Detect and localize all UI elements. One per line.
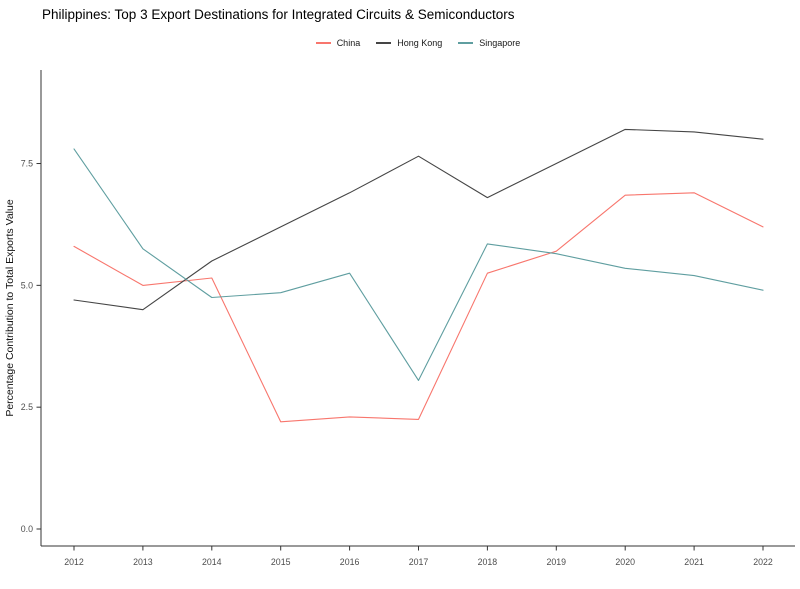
legend-key-line (315, 42, 331, 44)
x-tick-label: 2021 (684, 557, 704, 567)
x-tick-label: 2017 (409, 557, 429, 567)
x-tick-label: 2022 (753, 557, 773, 567)
y-tick-label: 0.0 (21, 524, 33, 534)
x-tick-label: 2016 (340, 557, 360, 567)
x-tick-label: 2014 (202, 557, 222, 567)
x-tick-label: 2019 (547, 557, 567, 567)
x-tick-label: 2012 (64, 557, 84, 567)
legend-label: Hong Kong (397, 38, 443, 48)
y-tick-label: 2.5 (21, 402, 33, 412)
legend-label: Singapore (479, 38, 521, 48)
x-tick-label: 2020 (615, 557, 635, 567)
series-line-china (73, 192, 764, 423)
y-axis-title: Percentage Contribution to Total Exports… (4, 199, 16, 416)
x-tick-label: 2018 (478, 557, 498, 567)
legend-item-singapore: Singapore (458, 38, 520, 48)
y-tick-label: 7.5 (21, 159, 33, 169)
chart-title: Philippines: Top 3 Export Destinations f… (42, 7, 515, 22)
series-line-hong-kong (73, 128, 764, 311)
legend-key-line (376, 42, 392, 44)
x-tick-label: 2015 (271, 557, 291, 567)
legend-item-hong-kong: Hong Kong (376, 38, 442, 48)
legend-key-line (458, 42, 474, 44)
x-tick-label: 2013 (133, 557, 153, 567)
legend: China Hong Kong Singapore (18, 38, 800, 48)
legend-label: China (336, 38, 361, 48)
series-line-singapore (73, 148, 764, 381)
legend-item-china: China (315, 38, 361, 48)
y-tick-label: 5.0 (21, 280, 33, 290)
